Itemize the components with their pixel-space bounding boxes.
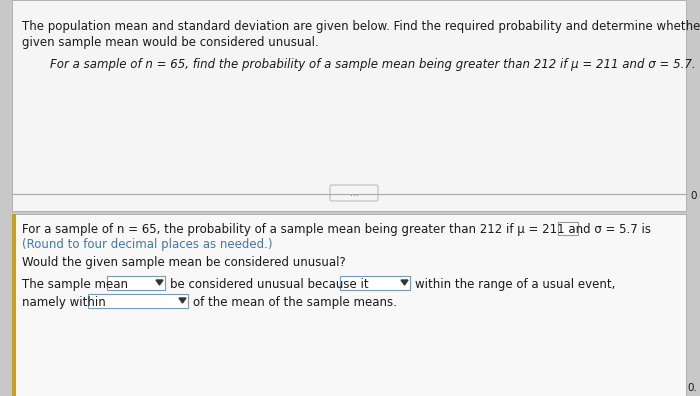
Text: of the mean of the sample means.: of the mean of the sample means. [193, 296, 397, 309]
Bar [12, 214, 16, 396]
Text: For a sample of n = 65, find the probability of a sample mean being greater than: For a sample of n = 65, find the probabi… [50, 58, 696, 71]
Polygon shape [401, 280, 408, 285]
Text: The population mean and standard deviation are given below. Find the required pr: The population mean and standard deviati… [22, 20, 700, 33]
Bar [340, 276, 410, 290]
Bar [107, 276, 165, 290]
Text: 0.: 0. [687, 383, 697, 393]
Text: .: . [580, 223, 584, 236]
Text: namely within: namely within [22, 296, 106, 309]
Text: ...: ... [350, 188, 358, 198]
Text: 0: 0 [690, 191, 697, 201]
Bar [12, 0, 686, 211]
FancyBboxPatch shape [330, 185, 378, 201]
Text: be considered unusual because it: be considered unusual because it [170, 278, 369, 291]
Text: The sample mean: The sample mean [22, 278, 128, 291]
Text: within the range of a usual event,: within the range of a usual event, [415, 278, 615, 291]
Bar [558, 222, 578, 235]
Text: (Round to four decimal places as needed.): (Round to four decimal places as needed.… [22, 238, 272, 251]
Text: Would the given sample mean be considered unusual?: Would the given sample mean be considere… [22, 256, 346, 269]
Bar [12, 214, 686, 396]
Text: For a sample of n = 65, the probability of a sample mean being greater than 212 : For a sample of n = 65, the probability … [22, 223, 651, 236]
Polygon shape [156, 280, 163, 285]
Text: given sample mean would be considered unusual.: given sample mean would be considered un… [22, 36, 318, 49]
Polygon shape [179, 298, 186, 303]
Bar [88, 294, 188, 308]
